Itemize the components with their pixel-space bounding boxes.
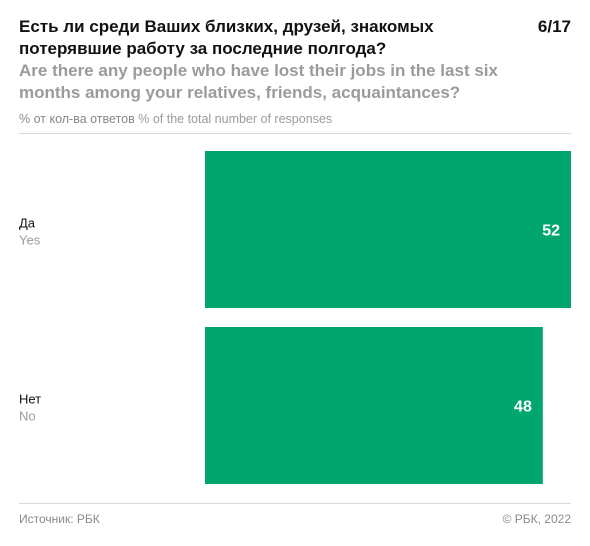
- source-text: Источник: РБК: [19, 512, 100, 526]
- page-counter: 6/17: [537, 17, 571, 36]
- category-label-en: No: [19, 409, 36, 424]
- category-label-ru: Нет: [19, 392, 41, 407]
- title-ru: Есть ли среди Ваших близких, друзей, зна…: [19, 17, 434, 58]
- subtitle: % от кол-ва ответов % of the total numbe…: [19, 112, 571, 126]
- bar-1: [205, 327, 543, 484]
- chart-header: Есть ли среди Ваших близких, друзей, зна…: [19, 16, 571, 126]
- subtitle-ru: % от кол-ва ответов: [19, 112, 135, 126]
- bar-0: [205, 151, 571, 308]
- category-label-en: Yes: [19, 233, 41, 248]
- subtitle-en: % of the total number of responses: [138, 112, 333, 126]
- bar-value-label: 52: [542, 223, 560, 240]
- title-en: Are there any people who have lost their…: [19, 61, 498, 102]
- bar-chart: 52 Да Yes 48 Нет No: [19, 151, 571, 484]
- bottom-divider: [19, 503, 571, 504]
- category-label-ru: Да: [19, 216, 36, 231]
- footer: Источник: РБК © РБК, 2022: [19, 512, 571, 526]
- bar-value-label: 48: [514, 399, 532, 416]
- top-divider: [19, 133, 571, 134]
- copyright-text: © РБК, 2022: [502, 512, 571, 526]
